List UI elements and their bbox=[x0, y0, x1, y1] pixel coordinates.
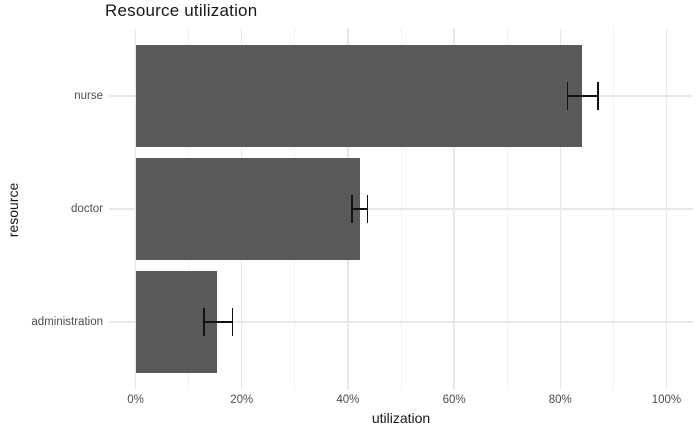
x-tick-label-0%: 0% bbox=[127, 394, 144, 406]
x-tick-label-100%: 100% bbox=[651, 394, 682, 406]
x-tick-label-80%: 80% bbox=[548, 394, 572, 406]
errorbar-whisker-nurse bbox=[566, 81, 569, 110]
errorbar-whisker-doctor bbox=[366, 195, 369, 223]
bar-doctor bbox=[135, 158, 361, 260]
y-tick-label-doctor: doctor bbox=[71, 203, 103, 215]
errorbar-whisker-administration bbox=[203, 308, 205, 337]
row-gridline bbox=[109, 208, 693, 210]
errorbar-doctor bbox=[352, 208, 368, 210]
x-tick-label-20%: 20% bbox=[230, 394, 254, 406]
errorbar-whisker-administration bbox=[231, 308, 234, 337]
row-gridline bbox=[109, 321, 693, 323]
x-tick-label-60%: 60% bbox=[442, 394, 466, 406]
x-axis-title: utilization bbox=[371, 410, 431, 426]
y-tick-label-administration: administration bbox=[31, 316, 103, 329]
errorbar-nurse bbox=[567, 95, 598, 97]
errorbar-whisker-nurse bbox=[597, 81, 599, 110]
x-tick-label-40%: 40% bbox=[336, 394, 360, 406]
y-tick-label-nurse: nurse bbox=[74, 89, 103, 102]
plot-panel bbox=[109, 28, 693, 390]
bar-nurse bbox=[135, 44, 583, 147]
chart-title: Resource utilization bbox=[105, 1, 258, 20]
errorbar-whisker-doctor bbox=[351, 195, 353, 223]
errorbar-administration bbox=[204, 321, 233, 323]
